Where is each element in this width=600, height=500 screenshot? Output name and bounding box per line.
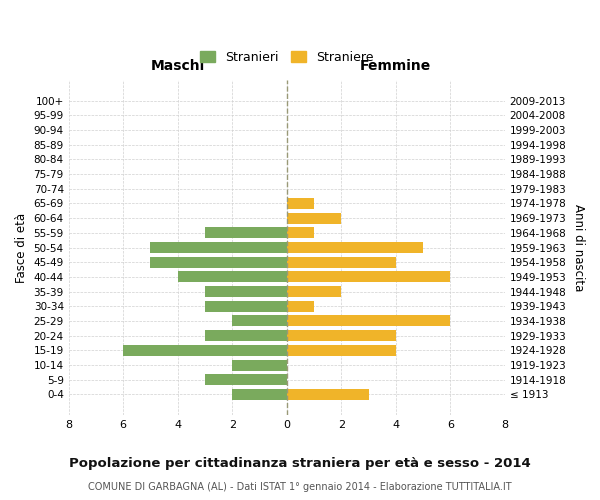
Bar — [205, 374, 287, 385]
Bar — [287, 242, 423, 253]
Bar — [287, 256, 396, 268]
Bar — [205, 301, 287, 312]
Bar — [287, 272, 451, 282]
Bar — [123, 345, 287, 356]
Bar — [287, 212, 341, 224]
Bar — [287, 345, 396, 356]
Bar — [287, 228, 314, 238]
Legend: Stranieri, Straniere: Stranieri, Straniere — [195, 46, 379, 69]
Y-axis label: Anni di nascita: Anni di nascita — [572, 204, 585, 291]
Bar — [205, 228, 287, 238]
Bar — [151, 256, 287, 268]
Text: Femmine: Femmine — [360, 59, 431, 73]
Bar — [151, 242, 287, 253]
Bar — [287, 198, 314, 209]
Bar — [287, 330, 396, 341]
Text: Popolazione per cittadinanza straniera per età e sesso - 2014: Popolazione per cittadinanza straniera p… — [69, 458, 531, 470]
Text: Maschi: Maschi — [151, 59, 205, 73]
Bar — [287, 389, 368, 400]
Y-axis label: Fasce di età: Fasce di età — [15, 212, 28, 282]
Bar — [178, 272, 287, 282]
Bar — [287, 301, 314, 312]
Text: COMUNE DI GARBAGNA (AL) - Dati ISTAT 1° gennaio 2014 - Elaborazione TUTTITALIA.I: COMUNE DI GARBAGNA (AL) - Dati ISTAT 1° … — [88, 482, 512, 492]
Bar — [287, 316, 451, 326]
Bar — [287, 286, 341, 297]
Bar — [232, 360, 287, 370]
Bar — [205, 286, 287, 297]
Bar — [232, 389, 287, 400]
Bar — [232, 316, 287, 326]
Bar — [205, 330, 287, 341]
